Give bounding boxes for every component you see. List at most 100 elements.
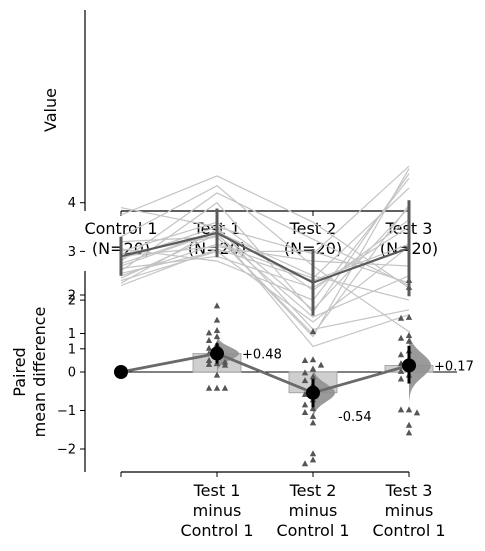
difference-point [397,351,405,358]
paired-line [120,173,410,314]
difference-point [205,329,213,336]
bottom-y-ticks: −2 −1 0 1 2 [57,289,85,458]
paired-lines [120,165,410,348]
paired-line [120,175,410,289]
difference-point [397,367,405,374]
difference-point [405,276,413,283]
bottom-x-tick-label: Test 2 minus Control 1 [276,481,349,540]
bottom-y-tick-label: 0 [68,366,76,381]
difference-point [213,316,221,323]
difference-point [405,429,413,436]
difference-point [397,334,405,341]
difference-point [221,384,229,391]
difference-point [309,450,317,457]
top-x-tick-line: Control 1 [84,219,157,238]
difference-point [205,337,213,344]
bottom-x-tick-line: Control 1 [372,521,445,540]
difference-point [205,357,213,364]
top-y-tick-label: 4 [68,196,76,211]
bottom-y-tick-label: 2 [68,289,76,304]
effect-mean-dot [306,385,320,400]
top-y-tick-label: 3 [68,245,76,260]
bottom-x-tick-line: Test 3 [385,481,433,500]
difference-point [205,384,213,391]
bottom-x-tick-line: minus [385,501,434,520]
paired-line [120,187,410,279]
difference-point [405,313,413,320]
paired-line [120,165,410,255]
control-reference-dot [114,365,128,379]
bootstrap-distributions [217,330,431,420]
difference-point [205,344,213,351]
bootstrap-distribution [409,330,431,401]
top-y-axis-label: Value [41,88,60,132]
bottom-y-axis-label: Pairedmean difference [10,307,49,438]
effect-mean-dot [402,358,416,373]
effect-mean-dot [210,346,224,361]
effect-connector [120,352,410,395]
difference-point [221,358,229,365]
difference-point [213,371,221,378]
difference-point [405,332,413,339]
effect-markers: +0.48 -0.54 +0.17 [114,343,474,425]
paired-line [120,207,410,311]
difference-point [301,377,309,384]
difference-point [213,384,221,391]
mean-line [120,231,410,284]
difference-point [397,314,405,321]
paired-line [120,231,410,301]
paired-line [120,246,410,323]
bottom-x-tick-line: Control 1 [276,521,349,540]
bottom-x-tick-line: Test 2 [289,481,337,500]
difference-point [301,460,309,467]
effect-value-label: -0.54 [338,410,372,425]
difference-point [397,406,405,413]
difference-point [317,361,325,368]
bootstrap-distribution [217,334,239,373]
bottom-y-axis-label-line: mean difference [30,307,49,438]
bottom-y-axis-label-line: Paired [10,347,29,396]
difference-point [413,409,421,416]
paired-line [120,231,410,348]
difference-point [301,357,309,364]
difference-point [205,360,213,367]
difference-point [309,412,317,419]
bottom-y-tick-label: −1 [57,404,76,419]
top-y-tick-label: 2 [68,294,76,309]
bottom-x-tick-label: Test 1 minus Control 1 [180,481,253,540]
bottom-x-tick-label: Test 3 minus Control 1 [372,481,445,540]
bottom-x-tick-line: minus [289,501,338,520]
difference-point [309,356,317,363]
paired-line [120,226,410,330]
difference-point [213,302,221,309]
difference-point [397,375,405,382]
difference-point [301,369,309,376]
difference-point [405,421,413,428]
difference-point [301,409,309,416]
difference-point [309,373,317,380]
bottom-y-tick-label: −2 [57,443,76,458]
paired-line [120,243,410,287]
difference-point [309,328,317,335]
bootstrap-distribution [313,366,335,420]
effect-connector-line [120,352,410,395]
difference-point [309,365,317,372]
effect-value-label: +0.17 [434,359,474,374]
bottom-x-tick-line: Test 1 [193,481,241,500]
bottom-y-tick-label: 1 [68,327,76,342]
difference-point [405,337,413,344]
paired-line [120,168,410,338]
top-y-ticks: 1 2 3 4 [68,196,85,357]
top-y-tick-label: 1 [68,342,76,357]
bottom-y-axis-label-text: Pairedmean difference [10,307,49,438]
difference-point [309,456,317,463]
bottom-x-tick-line: minus [193,501,242,520]
paired-line [120,184,410,333]
paired-line [120,177,410,301]
paired-line [120,250,410,284]
difference-point [309,419,317,426]
